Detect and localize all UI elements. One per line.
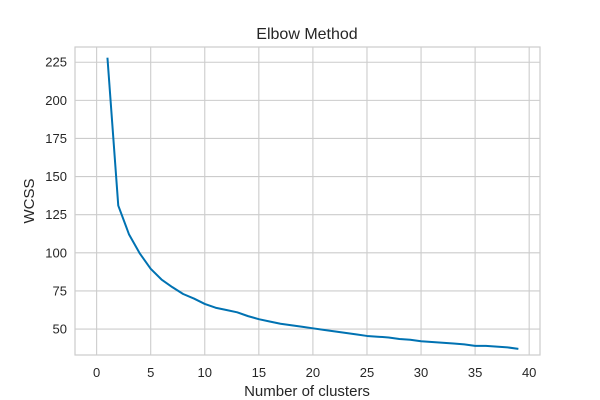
chart-title: Elbow Method [256, 26, 357, 43]
x-ticks: 0 5 10 15 20 25 30 35 40 [93, 365, 536, 380]
x-axis-label: Number of clusters [244, 383, 370, 400]
y-axis-label: WCSS [21, 179, 38, 224]
plot-area [74, 46, 541, 356]
x-tick-label: 5 [147, 365, 154, 380]
series-layer [106, 57, 519, 350]
x-tick-label: 15 [252, 365, 266, 380]
x-tick-label: 0 [93, 365, 100, 380]
y-ticks: 50 75 100 125 150 175 200 225 [45, 55, 67, 337]
y-tick-label: 50 [53, 322, 67, 337]
y-tick-label: 225 [45, 55, 67, 70]
y-tick-label: 75 [53, 283, 67, 298]
series-line [106, 57, 519, 350]
y-tick-label: 125 [45, 207, 67, 222]
grid [75, 47, 540, 355]
y-tick-label: 150 [45, 169, 67, 184]
x-tick-label: 20 [306, 365, 320, 380]
x-tick-label: 30 [414, 365, 428, 380]
x-tick-label: 25 [360, 365, 374, 380]
y-tick-label: 100 [45, 245, 67, 260]
x-tick-label: 10 [198, 365, 212, 380]
y-tick-label: 200 [45, 93, 67, 108]
y-tick-label: 175 [45, 131, 67, 146]
x-tick-label: 35 [468, 365, 482, 380]
x-tick-label: 40 [522, 365, 536, 380]
